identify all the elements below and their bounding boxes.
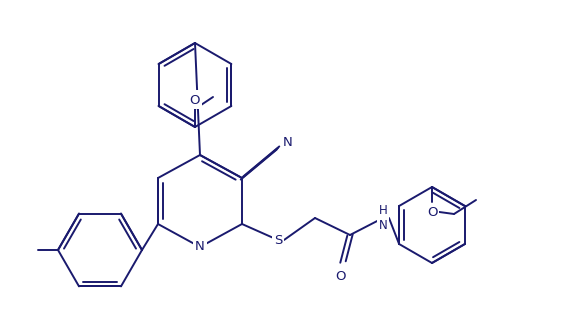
Text: O: O [427, 206, 437, 219]
Text: O: O [190, 92, 200, 105]
Text: H
N: H N [379, 204, 387, 232]
Text: N: N [195, 241, 205, 253]
Text: O: O [336, 270, 346, 283]
Text: O: O [190, 94, 200, 107]
Text: S: S [274, 234, 282, 247]
Text: N: N [283, 136, 293, 150]
